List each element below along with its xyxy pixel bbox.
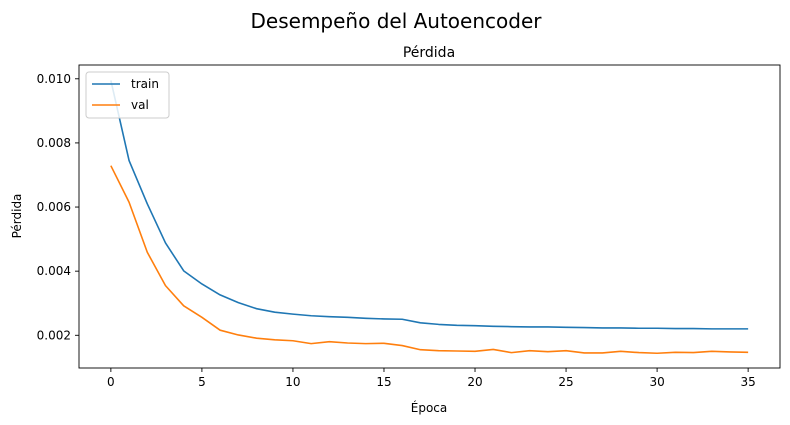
x-tick-label: 25 <box>558 375 573 389</box>
legend: train val <box>85 71 170 119</box>
legend-label-train: train <box>131 77 159 91</box>
y-tick-label: 0.010 <box>37 72 71 86</box>
x-tick-label: 10 <box>285 375 300 389</box>
x-tick-label: 15 <box>376 375 391 389</box>
y-axis-label: Pérdida <box>10 194 24 239</box>
axes-frame <box>78 64 781 369</box>
plot-area <box>110 80 749 355</box>
y-tick-label: 0.002 <box>37 328 71 342</box>
x-tick-label: 5 <box>198 375 206 389</box>
y-axis: 0.002 0.004 0.006 0.008 0.010 <box>37 72 79 342</box>
x-tick-label: 35 <box>740 375 755 389</box>
x-axis: 0 5 10 15 20 25 30 35 <box>107 368 756 389</box>
x-tick-label: 0 <box>107 375 115 389</box>
x-tick-label: 20 <box>467 375 482 389</box>
y-tick-label: 0.004 <box>37 264 71 278</box>
x-axis-label: Época <box>411 400 448 415</box>
y-tick-label: 0.006 <box>37 200 71 214</box>
series-line-train <box>110 80 749 330</box>
chart-title: Pérdida <box>403 45 455 61</box>
series-line-val <box>110 165 749 355</box>
x-tick-label: 30 <box>649 375 664 389</box>
legend-label-val: val <box>131 98 149 112</box>
figure-suptitle: Desempeño del Autoencoder <box>251 9 543 33</box>
y-tick-label: 0.008 <box>37 136 71 150</box>
